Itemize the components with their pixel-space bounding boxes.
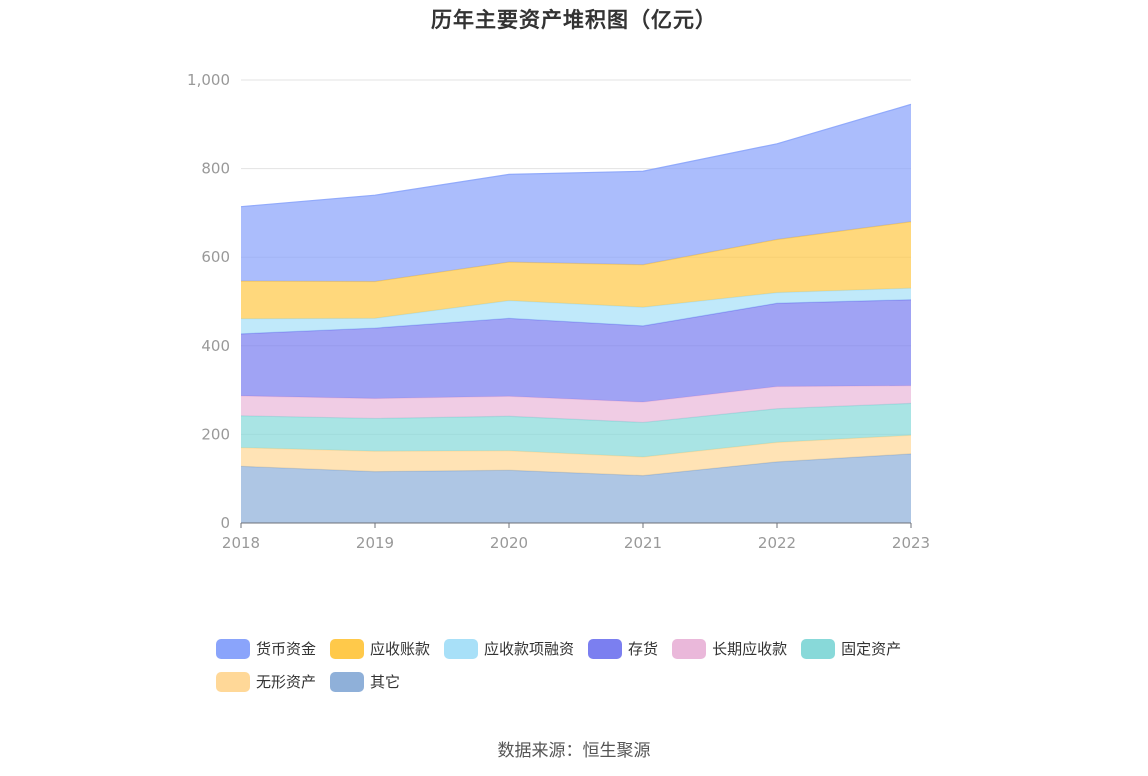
series-line-7	[240, 103, 912, 208]
legend-label: 固定资产	[841, 640, 902, 658]
area-series-5	[241, 288, 911, 334]
chart-legend: 货币资金 应收账款 应收款项融资 存货 长期应收款 固定资产无形资产 其它	[216, 638, 956, 692]
area-series-3	[241, 385, 911, 423]
area-series-1	[241, 435, 911, 476]
stacked-area-chart: 0 200 400 600 800 1,000 2018 2019 2020 2021 2022 20…	[187, 71, 930, 552]
area-series-layer	[240, 103, 912, 523]
y-tick-label: 600	[201, 248, 230, 266]
legend-label: 应收账款	[370, 640, 431, 658]
legend-item[interactable]: 货币资金	[216, 638, 316, 659]
data-source: 数据来源：恒生聚源	[497, 741, 651, 761]
area-series-0	[241, 453, 911, 523]
x-tick-label: 2019	[356, 534, 394, 552]
legend-item[interactable]: 存货	[588, 638, 658, 659]
area-series-7	[241, 104, 911, 282]
legend-item[interactable]: 应收款项融资	[444, 638, 574, 659]
legend-label: 货币资金	[256, 640, 317, 658]
legend-item[interactable]: 长期应收款	[672, 638, 787, 659]
legend-item[interactable]: 其它	[330, 671, 400, 692]
y-tick-label: 800	[201, 160, 230, 178]
legend-label: 应收款项融资	[484, 640, 575, 658]
y-tick-label: 200	[201, 425, 230, 443]
chart-title: 历年主要资产堆积图（亿元）	[431, 8, 717, 32]
legend-item[interactable]: 应收账款	[330, 638, 430, 659]
legend-swatch	[672, 638, 707, 659]
legend-swatch	[216, 638, 250, 659]
y-tick-label: 0	[220, 514, 230, 532]
legend-swatch	[444, 638, 479, 659]
y-tick-label: 400	[201, 337, 230, 355]
legend-label: 存货	[628, 640, 659, 658]
legend-swatch	[801, 638, 836, 659]
x-tick-label: 2021	[624, 534, 662, 552]
legend-swatch	[588, 638, 623, 659]
legend-label: 无形资产	[256, 673, 317, 691]
x-tick-label: 2020	[490, 534, 528, 552]
x-tick-label: 2023	[892, 534, 930, 552]
x-tick-label: 2022	[758, 534, 796, 552]
legend-label: 长期应收款	[712, 640, 788, 658]
legend-swatch	[330, 638, 365, 659]
y-tick-label: 1,000	[187, 71, 230, 89]
x-tick-label: 2018	[222, 534, 260, 552]
legend-label: 其它	[370, 673, 401, 691]
series-line-1	[240, 434, 912, 458]
axes: 0 200 400 600 800 1,000 2018 2019 2020 2021 2022 20…	[187, 71, 930, 552]
legend-item[interactable]: 固定资产	[801, 638, 901, 659]
area-series-2	[241, 403, 911, 457]
area-series-4	[241, 299, 911, 403]
legend-swatch	[330, 671, 365, 692]
legend-item[interactable]: 无形资产	[216, 671, 316, 692]
legend-swatch	[216, 671, 250, 692]
